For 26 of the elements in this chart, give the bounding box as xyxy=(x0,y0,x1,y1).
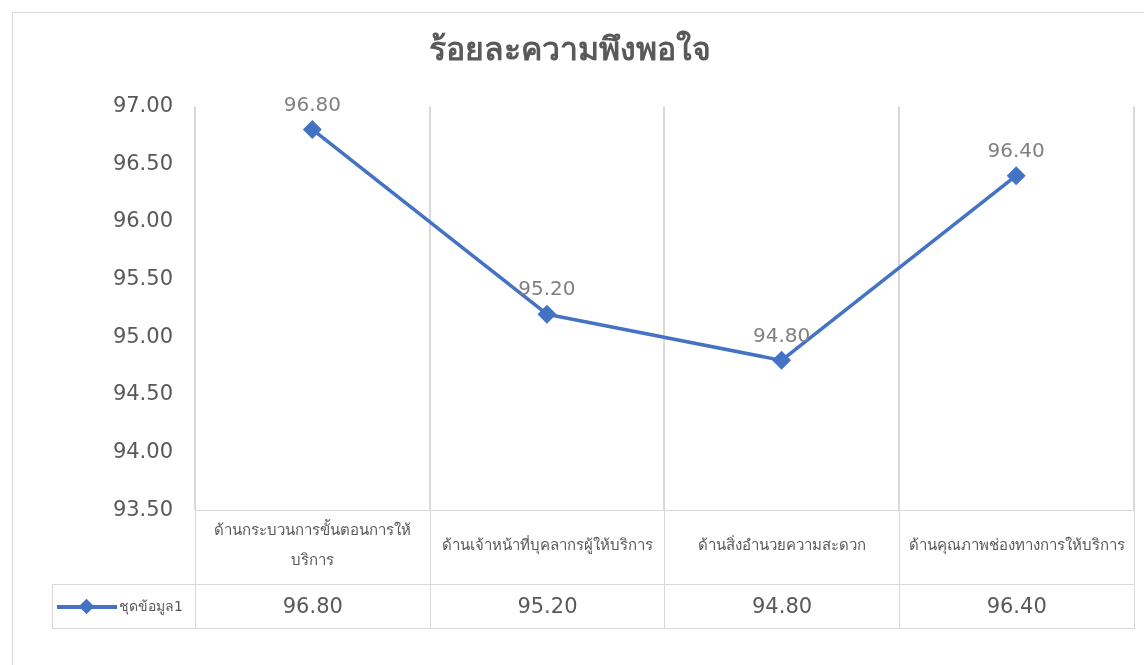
point xyxy=(303,120,322,139)
text: 96.80 xyxy=(283,91,341,116)
point xyxy=(1007,166,1025,185)
x-tick-label: ด้านกระบวนการขั้นตอนการให้บริการ xyxy=(195,506,431,585)
y-tick-label: 94.00 xyxy=(112,439,173,464)
y-tick-label: 95.00 xyxy=(112,323,173,348)
chart-title: ร้อยละความพึงพอใจ xyxy=(429,29,711,68)
x-tick-label: ด้านสิ่งอำนวยความสะดวก xyxy=(664,506,900,585)
text: 96.40 xyxy=(987,137,1045,162)
y-tick-label: 93.50 xyxy=(112,496,173,521)
y-tick-label: 94.50 xyxy=(112,381,173,406)
legend-label: ชุดข้อมูล1 xyxy=(119,598,183,615)
y-tick-label: 97.00 xyxy=(112,92,173,117)
x-tick-label: ด้านคุณภาพช่องทางการให้บริการ xyxy=(899,506,1134,585)
y-tick-label: 95.50 xyxy=(112,266,173,290)
y-tick-label: 96.00 xyxy=(112,208,173,233)
data-label: 95.20 xyxy=(430,584,665,629)
text: 94.80 xyxy=(752,322,811,347)
y-tick-label: 96.50 xyxy=(112,150,173,175)
text: 95.20 xyxy=(518,276,576,301)
x-tick-label: ด้านเจ้าหน้าที่บุคลากรผู้ให้บริการ xyxy=(430,506,665,585)
data-label: 96.40 xyxy=(899,584,1134,629)
point xyxy=(538,305,556,323)
data-label: 94.80 xyxy=(664,584,900,629)
point xyxy=(772,351,791,370)
data-label: 96.80 xyxy=(195,584,431,629)
